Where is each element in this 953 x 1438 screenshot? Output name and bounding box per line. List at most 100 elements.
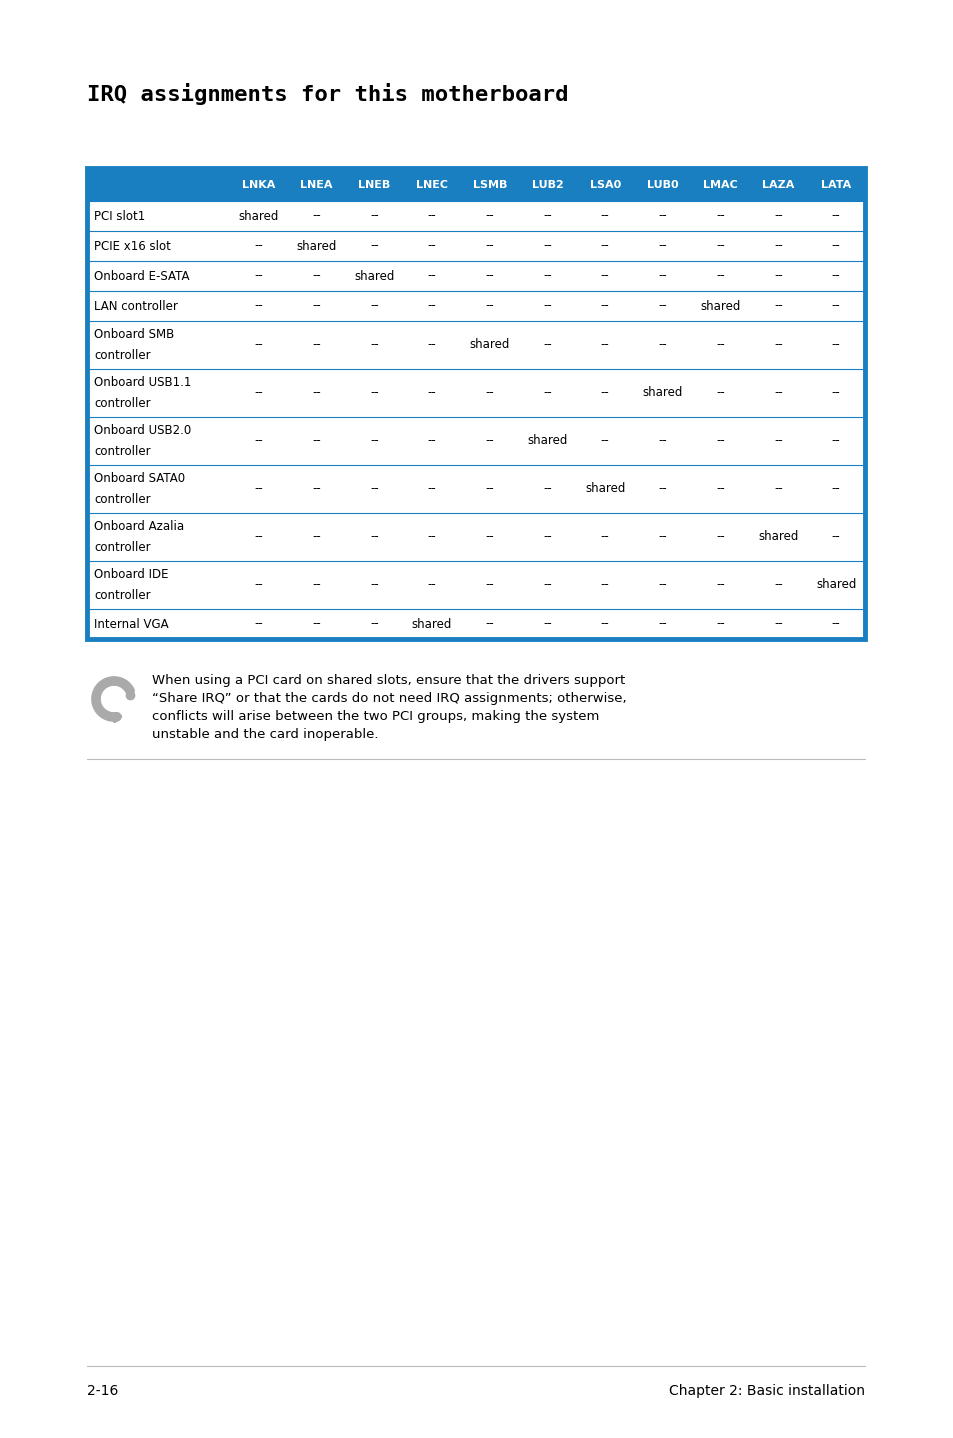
Text: shared: shared — [412, 617, 452, 630]
Text: --: -- — [542, 617, 551, 630]
Text: --: -- — [831, 434, 840, 447]
Text: --: -- — [658, 210, 667, 223]
Text: --: -- — [427, 338, 436, 351]
Text: --: -- — [427, 387, 436, 400]
Text: --: -- — [542, 531, 551, 544]
Text: “Share IRQ” or that the cards do not need IRQ assignments; otherwise,: “Share IRQ” or that the cards do not nee… — [152, 692, 626, 705]
Text: --: -- — [773, 578, 782, 591]
Text: --: -- — [254, 578, 263, 591]
Text: --: -- — [370, 617, 378, 630]
Text: Onboard USB1.1: Onboard USB1.1 — [94, 375, 192, 388]
Text: --: -- — [600, 434, 609, 447]
Text: shared: shared — [469, 338, 510, 351]
Bar — [87, 464, 864, 513]
Text: LMAC: LMAC — [702, 180, 738, 190]
Text: --: -- — [716, 531, 724, 544]
Text: conflicts will arise between the two PCI groups, making the system: conflicts will arise between the two PCI… — [152, 710, 598, 723]
Text: Onboard SATA0: Onboard SATA0 — [94, 472, 185, 485]
Text: --: -- — [370, 299, 378, 312]
Text: LSA0: LSA0 — [589, 180, 620, 190]
Text: --: -- — [600, 240, 609, 253]
Bar — [87, 168, 864, 638]
Text: controller: controller — [94, 397, 151, 410]
Text: --: -- — [831, 531, 840, 544]
Text: --: -- — [427, 434, 436, 447]
Text: 2-16: 2-16 — [87, 1383, 118, 1398]
Text: --: -- — [831, 617, 840, 630]
Text: --: -- — [542, 483, 551, 496]
Text: Onboard E-SATA: Onboard E-SATA — [94, 269, 190, 282]
Text: --: -- — [370, 578, 378, 591]
Text: --: -- — [312, 269, 320, 282]
Text: --: -- — [485, 210, 494, 223]
Text: --: -- — [831, 269, 840, 282]
Text: shared: shared — [700, 299, 740, 312]
Text: --: -- — [254, 338, 263, 351]
Text: --: -- — [427, 531, 436, 544]
Text: --: -- — [716, 338, 724, 351]
Text: --: -- — [773, 434, 782, 447]
Text: --: -- — [658, 434, 667, 447]
Text: shared: shared — [815, 578, 856, 591]
Text: --: -- — [312, 387, 320, 400]
Text: --: -- — [485, 240, 494, 253]
Bar — [87, 513, 864, 561]
Bar — [87, 201, 864, 232]
Text: --: -- — [658, 269, 667, 282]
Text: --: -- — [658, 299, 667, 312]
Text: controller: controller — [94, 541, 151, 554]
Text: --: -- — [312, 531, 320, 544]
Text: shared: shared — [584, 483, 625, 496]
Text: --: -- — [485, 387, 494, 400]
Text: --: -- — [485, 483, 494, 496]
Text: --: -- — [542, 338, 551, 351]
Text: --: -- — [600, 299, 609, 312]
Text: --: -- — [542, 269, 551, 282]
Text: --: -- — [254, 617, 263, 630]
Text: --: -- — [312, 578, 320, 591]
Text: --: -- — [716, 387, 724, 400]
Text: Chapter 2: Basic installation: Chapter 2: Basic installation — [668, 1383, 864, 1398]
Text: --: -- — [485, 578, 494, 591]
Text: LNKA: LNKA — [242, 180, 275, 190]
Text: --: -- — [542, 387, 551, 400]
Text: --: -- — [658, 338, 667, 351]
Text: --: -- — [370, 434, 378, 447]
Text: --: -- — [716, 434, 724, 447]
Text: --: -- — [600, 531, 609, 544]
Text: --: -- — [716, 578, 724, 591]
Text: --: -- — [831, 338, 840, 351]
Text: --: -- — [370, 387, 378, 400]
Text: --: -- — [600, 269, 609, 282]
Text: --: -- — [542, 299, 551, 312]
Text: --: -- — [427, 210, 436, 223]
Text: shared: shared — [354, 269, 395, 282]
Text: LUB2: LUB2 — [531, 180, 563, 190]
Text: --: -- — [773, 210, 782, 223]
Text: Internal VGA: Internal VGA — [94, 617, 169, 630]
Text: --: -- — [658, 531, 667, 544]
Bar — [87, 610, 864, 638]
Text: --: -- — [370, 338, 378, 351]
Text: --: -- — [600, 387, 609, 400]
Bar — [87, 168, 864, 201]
Text: PCIE x16 slot: PCIE x16 slot — [94, 240, 171, 253]
Text: --: -- — [370, 210, 378, 223]
Text: LSMB: LSMB — [472, 180, 506, 190]
Text: Onboard USB2.0: Onboard USB2.0 — [94, 424, 191, 437]
Text: --: -- — [658, 240, 667, 253]
Text: unstable and the card inoperable.: unstable and the card inoperable. — [152, 728, 378, 741]
Text: --: -- — [427, 299, 436, 312]
Text: shared: shared — [527, 434, 567, 447]
Text: --: -- — [312, 617, 320, 630]
Text: LNEA: LNEA — [300, 180, 333, 190]
Text: --: -- — [254, 483, 263, 496]
Text: --: -- — [427, 483, 436, 496]
Text: controller: controller — [94, 349, 151, 362]
Text: --: -- — [254, 299, 263, 312]
Text: --: -- — [831, 240, 840, 253]
Text: LATA: LATA — [821, 180, 850, 190]
Text: --: -- — [831, 210, 840, 223]
Text: --: -- — [773, 269, 782, 282]
Text: --: -- — [312, 338, 320, 351]
